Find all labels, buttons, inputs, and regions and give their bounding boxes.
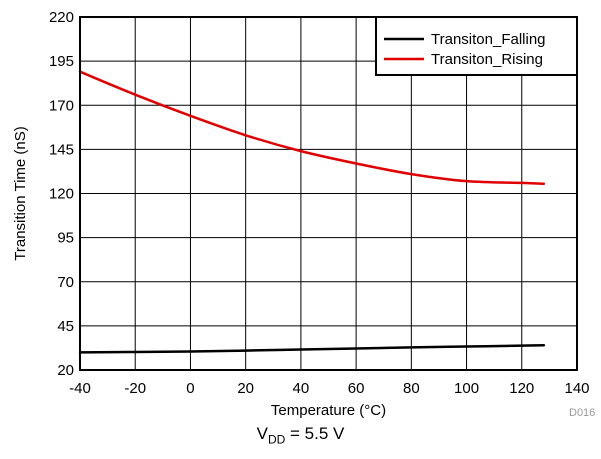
y-tick-label: 70 <box>57 274 74 291</box>
y-tick-label: 195 <box>49 53 74 70</box>
x-tick-label: -20 <box>124 380 146 397</box>
x-tick-label: 20 <box>237 380 254 397</box>
y-tick-label: 95 <box>57 230 74 247</box>
y-tick-label: 20 <box>57 362 74 379</box>
y-tick-label: 220 <box>49 9 74 26</box>
tick-labels: -40 -20 0 20 40 60 80 100 120 140 20 45 70 95 120 145 17… <box>49 9 590 397</box>
legend: Transiton_Falling Transiton_Rising <box>375 16 578 76</box>
x-tick-label: 60 <box>348 380 365 397</box>
y-tick-label: 170 <box>49 97 74 114</box>
x-tick-label: 120 <box>509 380 534 397</box>
legend-box <box>375 16 578 76</box>
plot-frame <box>79 16 578 371</box>
x-axis-label: Temperature (°C) <box>271 402 386 419</box>
y-tick-label: 45 <box>57 318 74 335</box>
y-tick-label: 120 <box>49 186 74 203</box>
x-tick-label: 140 <box>564 380 589 397</box>
caption-suffix: = 5.5 V <box>285 424 345 443</box>
x-tick-label: 100 <box>454 380 479 397</box>
caption-subscript: DD <box>267 432 286 447</box>
y-tick-label: 145 <box>49 141 74 158</box>
x-tick-label: 0 <box>186 380 194 397</box>
series-layer <box>78 70 546 354</box>
y-axis-label: Transition Time (nS) <box>12 126 29 260</box>
series-line-rising <box>78 70 546 186</box>
legend-label: Transiton_Rising <box>431 51 543 68</box>
series-line-falling <box>78 344 546 354</box>
chart-caption: VDD = 5.5 V <box>0 424 601 446</box>
legend-label: Transiton_Falling <box>431 31 546 48</box>
figure-id: D016 <box>569 407 596 419</box>
x-tick-label: 80 <box>403 380 420 397</box>
x-tick-label: 40 <box>293 380 310 397</box>
caption-prefix: V <box>256 424 268 443</box>
x-tick-label: -40 <box>69 380 91 397</box>
